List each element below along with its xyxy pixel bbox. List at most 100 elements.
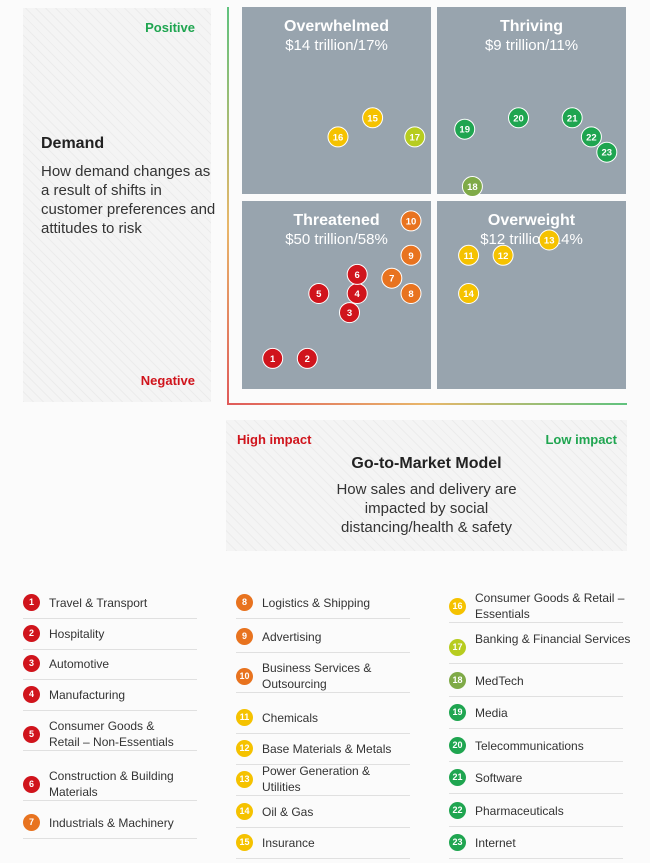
legend-number-badge: 1 — [23, 594, 40, 611]
legend-label: Hospitality — [49, 627, 105, 641]
legend-item: 1 Travel & Transport — [23, 587, 197, 619]
data-point-label: 22 — [586, 132, 597, 143]
data-point-label: 6 — [355, 270, 360, 281]
data-point-19: 19 — [454, 118, 476, 140]
data-point-label: 2 — [305, 354, 310, 365]
legend-label: Banking & Financial Services — [475, 632, 631, 646]
legend-number-badge: 7 — [23, 814, 40, 831]
data-point-marker — [458, 244, 480, 266]
data-point-15: 15 — [362, 107, 384, 129]
legend-number-badge: 22 — [449, 802, 466, 819]
data-point-14: 14 — [458, 283, 480, 304]
legend-item: 15 Insurance — [236, 827, 410, 859]
quadrant-title-overwhelmed: Overwhelmed — [284, 18, 389, 35]
legend-number-badge: 8 — [236, 594, 253, 611]
gtm-axis-description: How sales and delivery are impacted by s… — [336, 481, 517, 536]
quadrant-value-thriving: $9 trillion/11% — [485, 37, 578, 54]
legend-item: 9 Advertising — [236, 621, 410, 653]
legend-label: Automotive — [49, 657, 110, 671]
data-point-7: 7 — [381, 267, 403, 289]
data-point-marker — [538, 229, 560, 251]
gtm-axis-line — [227, 403, 627, 405]
data-point-1: 1 — [262, 347, 284, 369]
legend-label: Power Generation & Utilities — [262, 764, 371, 794]
quadrant-value-threatened: $50 trillion/58% — [285, 231, 388, 248]
legend-item: 10 Business Services & Outsourcing — [236, 661, 410, 693]
legend-label: Chemicals — [262, 711, 319, 725]
data-point-label: 14 — [463, 289, 474, 300]
data-point-4: 4 — [346, 283, 368, 304]
data-point-8: 8 — [400, 283, 422, 304]
data-point-marker — [400, 244, 422, 266]
data-point-label: 4 — [355, 289, 361, 300]
legend-item: 20 Telecommunications — [449, 730, 623, 762]
data-point-6: 6 — [346, 263, 368, 285]
legend-item: 11 Chemicals — [236, 702, 410, 734]
legend-item: 16 Consumer Goods & Retail – Essentials — [449, 591, 624, 623]
legend-label: Oil & Gas — [262, 805, 314, 819]
data-point-marker — [404, 126, 426, 148]
data-point-marker — [346, 263, 368, 285]
data-point-label: 10 — [406, 216, 417, 227]
legend-label: Advertising — [262, 630, 322, 644]
legend-label: MedTech — [475, 674, 524, 688]
data-point-label: 21 — [567, 113, 578, 124]
demand-negative-label: Negative — [140, 373, 195, 388]
legend-item: 2 Hospitality — [23, 618, 197, 650]
demand-axis-panel: Positive Demand How demand changes as a … — [23, 8, 215, 402]
data-point-marker — [458, 283, 480, 304]
legend-number-badge: 9 — [236, 628, 253, 645]
data-point-marker — [454, 118, 476, 140]
data-point-marker — [327, 126, 349, 148]
legend-number-badge: 21 — [449, 769, 466, 786]
legend-number-badge: 23 — [449, 834, 466, 851]
data-point-label: 18 — [467, 182, 478, 193]
data-point-marker — [339, 302, 360, 324]
gtm-axis-panel: High impact Low impact Go-to-Market Mode… — [226, 420, 627, 551]
data-point-label: 8 — [408, 289, 413, 300]
legend-number-badge: 10 — [236, 668, 253, 685]
quadrant-overwhelmed — [242, 7, 431, 194]
quadrant-thriving — [437, 7, 626, 194]
legend-label: Telecommunications — [475, 739, 584, 753]
legend-number-badge: 4 — [23, 686, 40, 703]
data-point-marker — [580, 126, 602, 148]
gtm-high-impact-label: High impact — [237, 432, 312, 447]
legend-item: 3 Automotive — [23, 648, 197, 680]
data-point-13: 13 — [538, 229, 560, 251]
data-point-marker — [596, 141, 618, 163]
data-point-label: 7 — [389, 274, 394, 285]
gtm-axis-title: Go-to-Market Model — [351, 455, 502, 472]
demand-positive-label: Positive — [145, 20, 195, 35]
data-point-marker — [400, 210, 422, 232]
data-point-marker — [362, 107, 384, 129]
legend-number-badge: 6 — [23, 776, 40, 793]
legend-label: Base Materials & Metals — [262, 742, 392, 756]
data-point-label: 1 — [270, 354, 276, 365]
quadrant-value-overweight: $12 trillion/14% — [480, 231, 583, 248]
legend-number-badge: 11 — [236, 709, 253, 726]
data-point-17: 17 — [404, 126, 426, 148]
legend-number-badge: 3 — [23, 655, 40, 672]
legend-label: Consumer Goods & Retail – Non-Essentials — [49, 719, 174, 749]
data-point-22: 22 — [580, 126, 602, 148]
data-point-marker — [508, 107, 529, 129]
quadrant-title-threatened: Threatened — [293, 212, 379, 229]
legend-number-badge: 15 — [236, 834, 253, 851]
demand-axis-title: Demand — [41, 135, 105, 152]
legend-item: 18 MedTech — [449, 665, 623, 697]
data-point-21: 21 — [561, 107, 583, 129]
legend-item: 7 Industrials & Machinery — [23, 807, 197, 839]
data-point-5: 5 — [308, 283, 330, 304]
legend-number-badge: 2 — [23, 625, 40, 642]
legend-item: 13 Power Generation & Utilities — [236, 764, 410, 796]
data-point-marker — [561, 107, 583, 129]
data-point-10: 10 — [400, 210, 422, 232]
data-point-label: 23 — [602, 148, 613, 159]
data-point-label: 20 — [513, 113, 524, 124]
data-point-3: 3 — [339, 302, 360, 324]
legend-label: Construction & Building Materials — [49, 769, 174, 799]
data-point-marker — [400, 283, 422, 304]
legend-label: Insurance — [262, 836, 315, 850]
data-point-label: 5 — [316, 289, 322, 300]
